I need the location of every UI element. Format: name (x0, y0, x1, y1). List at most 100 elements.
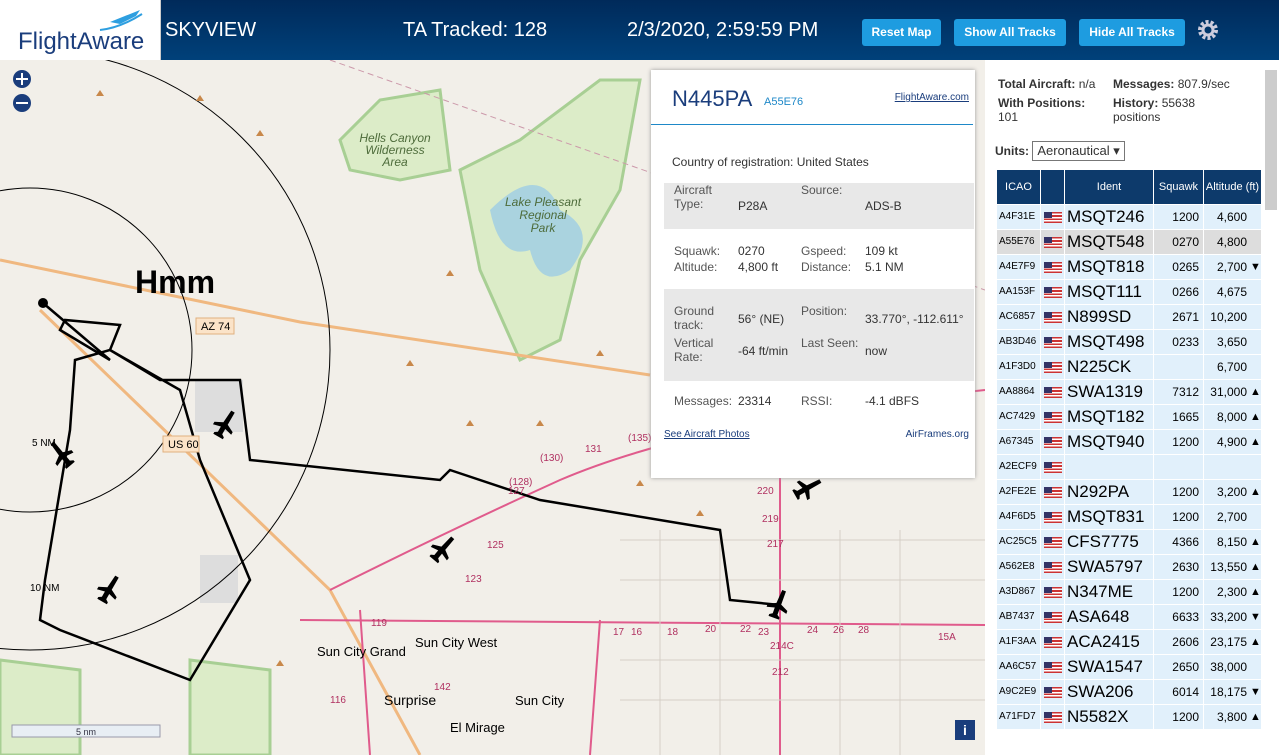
header-cell[interactable] (1041, 170, 1065, 204)
map-label: Lake Pleasant (505, 195, 582, 209)
flag-canton (1044, 562, 1052, 568)
table-row[interactable]: A4F6D5 MSQT831 1200 2,700 (997, 505, 1262, 529)
header-cell[interactable]: Ident (1065, 170, 1154, 204)
reset-map-button[interactable]: Reset Map (862, 19, 941, 46)
table-row[interactable]: A3D867 N347ME 1200 2,300 ▲ (997, 580, 1262, 604)
field-label: RSSI: (801, 394, 833, 408)
table-row[interactable]: AA153F MSQT111 0266 4,675 (997, 280, 1262, 304)
scrollbar[interactable] (1265, 70, 1277, 210)
squawk-cell (1154, 455, 1204, 479)
field-value: 5.1 NM (865, 260, 904, 274)
altitude-cell: 4,600 (1204, 205, 1262, 229)
header-cell[interactable]: Squawk (1154, 170, 1204, 204)
table-row[interactable]: AA8864 SWA1319 7312 31,000 ▲ (997, 380, 1262, 404)
table-row[interactable]: AC25C5 CFS7775 4366 8,150 ▲ (997, 530, 1262, 554)
map-label: 219 (762, 514, 779, 525)
map-label: Sun City West (415, 635, 498, 650)
icao-cell: A562E8 (997, 555, 1041, 579)
flag-canton (1044, 612, 1052, 618)
flightaware-link[interactable]: FlightAware.com (894, 92, 969, 103)
squawk-cell: 1200 (1154, 480, 1204, 504)
show-tracks-button[interactable]: Show All Tracks (954, 19, 1066, 46)
popup-hex[interactable]: A55E76 (764, 96, 804, 108)
table-row[interactable]: AB3D46 MSQT498 0233 3,650 (997, 330, 1262, 354)
ident-cell: MSQT246 (1065, 205, 1154, 229)
app-name: SKYVIEW (165, 19, 257, 41)
header-cell[interactable]: ICAO (997, 170, 1041, 204)
altitude-cell: 13,550 (1204, 555, 1262, 579)
flag-canton (1044, 387, 1052, 393)
table-row[interactable]: A562E8 SWA5797 2630 13,550 ▲ (997, 555, 1262, 579)
flag-cell (1041, 280, 1065, 304)
flag-canton (1044, 312, 1052, 318)
flag-cell (1041, 605, 1065, 629)
aircraft-popup: N445PA A55E76 FlightAware.com Country of… (651, 70, 975, 478)
header-cell[interactable]: Altitude (ft) (1204, 170, 1262, 204)
table-row[interactable]: A9C2E9 SWA206 6014 18,175 ▼ (997, 680, 1262, 704)
altitude-cell: 2,300 (1204, 580, 1262, 604)
squawk-cell: 2671 (1154, 305, 1204, 329)
altitude-cell: 8,000 (1204, 405, 1262, 429)
table-row[interactable]: A1F3AA ACA2415 2606 23,175 ▲ (997, 630, 1262, 654)
road (359, 609, 601, 755)
flag-cell (1041, 330, 1065, 354)
hide-tracks-button[interactable]: Hide All Tracks (1079, 19, 1185, 46)
table-row[interactable]: A1F3D0 N225CK 6,700 (997, 355, 1262, 379)
field-label: Vertical Rate: (674, 336, 714, 364)
map-label: El Mirage (450, 720, 505, 735)
logo[interactable]: FlightAware (0, 0, 161, 60)
trend-icon: ▲ (1250, 711, 1261, 723)
grey-band (664, 183, 974, 229)
icao-cell: AB7437 (997, 605, 1041, 629)
flag-canton (1044, 337, 1052, 343)
table-row[interactable]: AA6C57 SWA1547 2650 38,000 (997, 655, 1262, 679)
flag-canton (1044, 362, 1052, 368)
table-row[interactable]: A4F31E MSQT246 1200 4,600 (997, 205, 1262, 229)
field-label: Last Seen: (801, 336, 859, 350)
trend-icon: ▲ (1250, 561, 1261, 573)
info-button[interactable] (955, 720, 975, 740)
table-row[interactable]: A55E76 MSQT548 0270 4,800 (997, 230, 1262, 254)
photos-link[interactable]: See Aircraft Photos (664, 429, 750, 440)
field-value: 56° (NE) (738, 312, 785, 326)
airfield (200, 555, 238, 603)
flag-icon (1044, 687, 1062, 698)
squawk-cell: 1200 (1154, 505, 1204, 529)
park-labels: Hells Canyon Wilderness Area Lake Pleasa… (359, 131, 581, 235)
icao-cell: A4F31E (997, 205, 1041, 229)
table-row[interactable]: AC6857 N899SD 2671 10,200 (997, 305, 1262, 329)
squawk-cell: 0233 (1154, 330, 1204, 354)
squawk-cell: 1665 (1154, 405, 1204, 429)
table-row[interactable]: A4E7F9 MSQT818 0265 2,700 ▼ (997, 255, 1262, 279)
altitude-cell: 18,175 (1204, 680, 1262, 704)
table-row[interactable]: AC7429 MSQT182 1665 8,000 ▲ (997, 405, 1262, 429)
map-label: (128) (509, 477, 532, 488)
table-row[interactable]: A2ECF9 (997, 455, 1262, 479)
map-label: 10 NM (30, 583, 59, 594)
squawk-cell: 0265 (1154, 255, 1204, 279)
label: History: (1113, 96, 1159, 110)
table-row[interactable]: AB7437 ASA648 6633 33,200 ▼ (997, 605, 1262, 629)
table-row[interactable]: A2FE2E N292PA 1200 3,200 ▲ (997, 480, 1262, 504)
icao-cell: AA153F (997, 280, 1041, 304)
map-label: 116 (330, 695, 346, 706)
altitude-cell: 10,200 (1204, 305, 1262, 329)
icao-cell: AC25C5 (997, 530, 1041, 554)
value: 807.9/sec (1177, 77, 1230, 91)
map-label: Regional (519, 208, 567, 222)
trend-icon: ▼ (1250, 261, 1261, 273)
label: Messages: (1113, 77, 1175, 91)
value: n/a (1078, 77, 1096, 91)
flag-cell (1041, 655, 1065, 679)
table-row[interactable]: A67345 MSQT940 1200 4,900 ▲ (997, 430, 1262, 454)
field-label: Aircraft Type: (674, 183, 713, 211)
airframes-link[interactable]: AirFrames.org (905, 429, 969, 440)
ident-cell: N5582X (1065, 705, 1154, 729)
field-label: Altitude: (674, 260, 718, 274)
units-select[interactable]: Aeronautical ▾ (1032, 141, 1125, 161)
flag-icon (1044, 412, 1062, 423)
settings-icon[interactable] (1196, 18, 1220, 42)
table-row[interactable]: A71FD7 N5582X 1200 3,800 ▲ (997, 705, 1262, 729)
zoom-controls[interactable] (13, 70, 31, 112)
